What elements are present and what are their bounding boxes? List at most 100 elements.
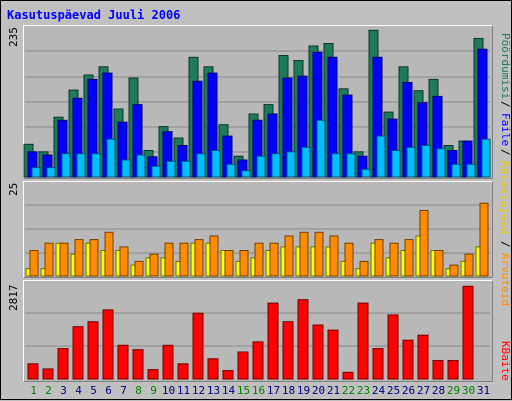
bar-külastajaid-17 — [271, 153, 281, 178]
bar-kbaite-15 — [237, 351, 249, 380]
bar-arvuteid-22 — [344, 242, 354, 277]
bar-arvuteid-8 — [134, 260, 144, 277]
bar-külastajaid-7 — [121, 159, 131, 178]
x-tick-label: 22 — [342, 384, 355, 397]
x-tick-label: 30 — [462, 384, 475, 397]
bar-kbaite-19 — [297, 299, 309, 380]
bar-arvuteid-29 — [449, 264, 459, 277]
bar-arvuteid-7 — [119, 246, 129, 277]
bar-arvuteid-2 — [44, 242, 54, 277]
bar-külastajaid-29 — [451, 163, 461, 178]
bar-külastajaid-22 — [346, 153, 356, 178]
bar-külastajaid-11 — [181, 160, 191, 178]
bar-arvuteid-30 — [464, 253, 474, 277]
bar-kbaite-26 — [402, 339, 414, 380]
x-tick-label: 2 — [45, 384, 52, 397]
bar-kbaite-22 — [342, 371, 354, 380]
bar-külastajaid-20 — [316, 119, 326, 178]
bar-arvuteid-26 — [404, 239, 414, 277]
bar-arvuteid-15 — [239, 250, 249, 277]
x-tick-label: 13 — [207, 384, 220, 397]
x-tick-label: 14 — [222, 384, 236, 397]
bar-kbaite-4 — [72, 326, 84, 380]
x-tick-label: 12 — [192, 384, 205, 397]
bar-külastajaid-1 — [31, 167, 41, 178]
bar-arvuteid-3 — [59, 242, 69, 277]
x-tick-label: 7 — [120, 384, 127, 397]
x-tick-label: 26 — [402, 384, 415, 397]
bar-külastajaid-27 — [421, 145, 431, 178]
bar-kbaite-24 — [372, 348, 384, 380]
bar-külastajaid-31 — [481, 138, 491, 178]
bar-kbaite-20 — [312, 324, 324, 380]
bar-kbaite-1 — [27, 363, 39, 380]
x-tick-label: 18 — [282, 384, 295, 397]
bar-arvuteid-9 — [149, 253, 159, 277]
bar-kbaite-7 — [117, 344, 129, 380]
bar-külastajaid-14 — [226, 163, 236, 178]
bar-arvuteid-25 — [389, 242, 399, 277]
bar-kbaite-9 — [147, 369, 159, 380]
bar-kbaite-21 — [327, 329, 339, 380]
bar-arvuteid-20 — [314, 231, 324, 277]
bar-külastajaid-12 — [196, 153, 206, 178]
bar-kbaite-17 — [267, 302, 279, 380]
bar-külastajaid-23 — [361, 168, 371, 178]
bar-kbaite-18 — [282, 321, 294, 380]
bar-arvuteid-28 — [434, 250, 444, 277]
bar-külastajaid-21 — [331, 153, 341, 178]
bar-külastajaid-18 — [286, 151, 296, 178]
bar-kbaite-11 — [177, 363, 189, 380]
bar-külastajaid-3 — [61, 153, 71, 178]
bar-külastajaid-10 — [166, 160, 176, 178]
bar-külastajaid-8 — [136, 154, 146, 178]
bar-arvuteid-24 — [374, 239, 384, 277]
x-tick-label: 31 — [477, 384, 490, 397]
bar-kbaite-8 — [132, 349, 144, 380]
bar-külastajaid-2 — [46, 167, 56, 178]
bar-külastajaid-13 — [211, 150, 221, 178]
x-tick-label: 23 — [357, 384, 370, 397]
bar-kbaite-16 — [252, 341, 264, 380]
x-tick-label: 3 — [60, 384, 67, 397]
bar-kbaite-5 — [87, 321, 99, 380]
bar-kbaite-3 — [57, 348, 69, 380]
bar-arvuteid-31 — [479, 202, 489, 277]
bar-arvuteid-17 — [269, 242, 279, 277]
bar-külastajaid-19 — [301, 146, 311, 178]
bar-arvuteid-10 — [164, 242, 174, 277]
x-tick-label: 25 — [387, 384, 400, 397]
bar-külastajaid-26 — [406, 146, 416, 178]
x-tick-label: 11 — [177, 384, 190, 397]
x-tick-label: 17 — [267, 384, 280, 397]
bar-külastajaid-4 — [76, 153, 86, 178]
x-tick-label: 8 — [135, 384, 142, 397]
x-tick-label: 9 — [150, 384, 157, 397]
bar-külastajaid-15 — [241, 170, 251, 178]
bar-kbaite-14 — [222, 370, 234, 380]
bar-külastajaid-16 — [256, 155, 266, 178]
bar-külastajaid-30 — [466, 163, 476, 178]
bar-kbaite-2 — [42, 368, 54, 380]
bar-arvuteid-21 — [329, 235, 339, 277]
x-tick-label: 24 — [372, 384, 386, 397]
x-tick-label: 10 — [162, 384, 175, 397]
bar-arvuteid-12 — [194, 239, 204, 277]
bar-arvuteid-11 — [179, 242, 189, 277]
bar-arvuteid-19 — [299, 231, 309, 277]
bar-külastajaid-5 — [91, 153, 101, 178]
bar-külastajaid-9 — [151, 165, 161, 178]
bar-külastajaid-6 — [106, 138, 116, 178]
bar-kbaite-13 — [207, 358, 219, 380]
bar-külastajaid-28 — [436, 148, 446, 178]
bar-arvuteid-4 — [74, 239, 84, 277]
bar-arvuteid-18 — [284, 235, 294, 277]
bar-arvuteid-13 — [209, 235, 219, 277]
bar-kbaite-27 — [417, 334, 429, 380]
bar-külastajaid-24 — [376, 135, 386, 178]
x-tick-label: 27 — [417, 384, 430, 397]
bar-arvuteid-5 — [89, 239, 99, 277]
x-tick-label: 20 — [312, 384, 325, 397]
